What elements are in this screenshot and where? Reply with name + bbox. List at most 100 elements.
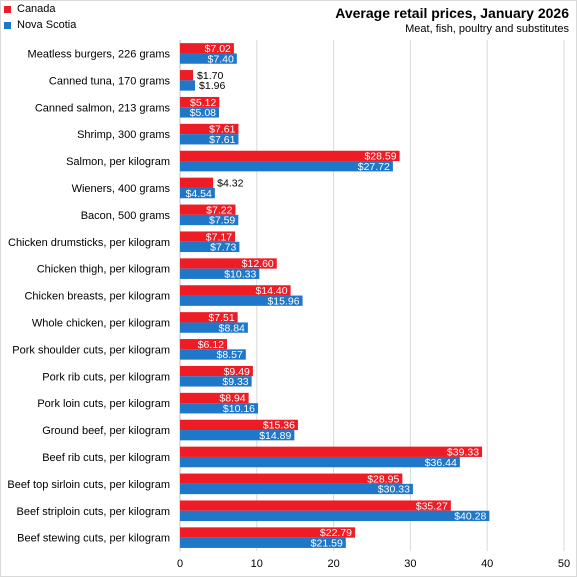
- bar-canada: [180, 177, 214, 188]
- bar-canada: [180, 43, 234, 54]
- chart-subtitle: Meat, fish, poultry and substitutes: [405, 23, 569, 35]
- bar-nova-scotia: [180, 241, 240, 253]
- data-label: $4.54: [186, 188, 212, 200]
- category-label: Ground beef, per kilogram: [42, 425, 170, 437]
- bar-canada: [180, 473, 403, 484]
- category-label: Canned tuna, 170 grams: [49, 75, 171, 87]
- data-label: $14.89: [259, 430, 291, 442]
- bar-nova-scotia: [180, 295, 303, 306]
- bar-nova-scotia: [180, 53, 237, 64]
- bar-nova-scotia: [180, 187, 215, 199]
- category-label: Beef top sirloin cuts, per kilogram: [7, 479, 170, 491]
- data-label: $7.02: [205, 43, 231, 55]
- x-tick-label: 30: [404, 558, 416, 570]
- data-label: $35.27: [416, 500, 448, 512]
- bar-canada: [180, 419, 298, 431]
- bar-nova-scotia: [180, 376, 252, 387]
- data-label: $15.36: [263, 420, 295, 432]
- data-label: $7.51: [208, 312, 234, 324]
- bar-canada: [180, 96, 220, 108]
- bar-nova-scotia: [180, 80, 196, 91]
- bar-nova-scotia: [180, 537, 346, 548]
- bar-nova-scotia: [180, 107, 220, 118]
- data-label: $7.22: [206, 204, 232, 216]
- bar-nova-scotia: [180, 349, 246, 360]
- category-label: Salmon, per kilogram: [66, 156, 170, 168]
- data-label: $1.70: [197, 70, 223, 82]
- x-tick-label: 0: [177, 558, 183, 570]
- data-label: $5.12: [190, 97, 216, 109]
- legend-swatch-canada: [4, 5, 11, 13]
- data-label: $8.57: [217, 349, 243, 361]
- data-label: $7.61: [209, 134, 235, 146]
- data-label: $30.33: [378, 484, 410, 496]
- legend-label-canada: Canada: [17, 3, 56, 15]
- category-label: Wieners, 400 grams: [72, 183, 171, 195]
- data-label: $4.32: [217, 177, 243, 189]
- bar-canada: [180, 285, 291, 296]
- data-label: $10.16: [223, 403, 255, 415]
- bar-canada: [180, 339, 228, 350]
- category-label: Bacon, 500 grams: [81, 210, 171, 222]
- bar-canada: [180, 392, 249, 404]
- x-tick-label: 20: [327, 558, 339, 570]
- category-label: Shrimp, 300 grams: [77, 129, 170, 141]
- bar-canada: [180, 312, 238, 323]
- category-label: Chicken thigh, per kilogram: [37, 264, 170, 276]
- bar-canada: [180, 258, 277, 269]
- data-label: $7.17: [206, 231, 232, 243]
- category-label: Chicken breasts, per kilogram: [24, 291, 170, 303]
- bar-canada: [180, 527, 356, 538]
- category-label: Pork rib cuts, per kilogram: [42, 371, 170, 383]
- legend-swatch-nova-scotia: [4, 21, 11, 29]
- category-label: Beef rib cuts, per kilogram: [42, 452, 170, 464]
- bar-nova-scotia: [180, 322, 248, 333]
- data-label: $8.94: [219, 393, 245, 405]
- bar-canada: [180, 204, 236, 215]
- bar-nova-scotia: [180, 268, 260, 279]
- bar-canada: [180, 446, 483, 457]
- data-label: $1.96: [199, 80, 225, 92]
- data-label: $7.73: [210, 242, 236, 254]
- category-label: Pork loin cuts, per kilogram: [37, 398, 170, 410]
- data-label: $10.33: [224, 268, 256, 280]
- bar-nova-scotia: [180, 430, 295, 441]
- bar-nova-scotia: [180, 403, 259, 414]
- x-tick-label: 10: [251, 558, 263, 570]
- bar-nova-scotia: [180, 161, 393, 172]
- data-label: $39.33: [447, 446, 479, 458]
- legend-label-nova-scotia: Nova Scotia: [17, 19, 77, 31]
- data-label: $40.28: [454, 511, 486, 523]
- bar-canada: [180, 500, 451, 511]
- bar-nova-scotia: [180, 456, 460, 468]
- data-label: $7.59: [209, 215, 235, 227]
- category-label: Chicken drumsticks, per kilogram: [8, 237, 170, 249]
- bar-nova-scotia: [180, 483, 413, 495]
- bar-canada: [180, 70, 194, 81]
- data-label: $7.40: [208, 53, 234, 65]
- legend-item-nova-scotia: Nova Scotia: [4, 18, 76, 32]
- data-label: $6.12: [198, 339, 224, 351]
- category-label: Canned salmon, 213 grams: [35, 102, 171, 114]
- category-label: Pork shoulder cuts, per kilogram: [12, 344, 170, 356]
- category-label: Meatless burgers, 226 grams: [28, 48, 171, 60]
- data-label: $28.95: [367, 473, 399, 485]
- bar-canada: [180, 365, 253, 377]
- category-label: Beef stewing cuts, per kilogram: [17, 533, 170, 545]
- x-tick-label: 50: [558, 558, 570, 570]
- data-label: $5.08: [190, 107, 216, 119]
- x-tick-label: 40: [481, 558, 493, 570]
- data-label: $14.40: [255, 285, 287, 297]
- category-label: Beef striploin cuts, per kilogram: [17, 506, 170, 518]
- bar-nova-scotia: [180, 134, 239, 145]
- data-label: $27.72: [358, 161, 390, 173]
- data-label: $28.59: [364, 151, 396, 163]
- category-label: Whole chicken, per kilogram: [32, 317, 170, 329]
- data-label: $15.96: [267, 295, 299, 307]
- bar-nova-scotia: [180, 510, 490, 522]
- bar-nova-scotia: [180, 214, 239, 226]
- chart-title: Average retail prices, January 2026: [335, 5, 569, 21]
- data-label: $7.61: [209, 124, 235, 136]
- data-label: $9.49: [224, 366, 250, 378]
